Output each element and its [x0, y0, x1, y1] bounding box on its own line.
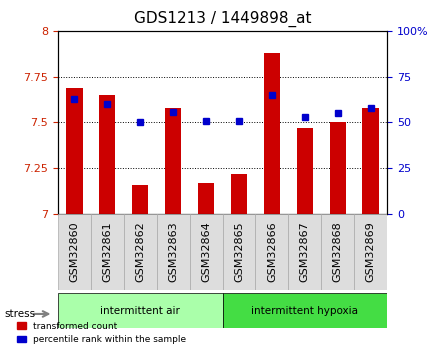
- Bar: [362, 108, 379, 214]
- FancyBboxPatch shape: [288, 214, 321, 290]
- Bar: [165, 108, 182, 214]
- FancyBboxPatch shape: [58, 293, 222, 328]
- Text: GSM32868: GSM32868: [333, 221, 343, 282]
- Text: intermittent hypoxia: intermittent hypoxia: [251, 306, 358, 315]
- FancyBboxPatch shape: [222, 293, 387, 328]
- Bar: [66, 88, 83, 214]
- Bar: [330, 122, 346, 214]
- Legend: transformed count, percentile rank within the sample: transformed count, percentile rank withi…: [13, 318, 190, 345]
- FancyBboxPatch shape: [255, 214, 288, 290]
- Text: GSM32866: GSM32866: [267, 221, 277, 282]
- Text: stress: stress: [4, 309, 36, 319]
- Text: GSM32863: GSM32863: [168, 221, 178, 282]
- FancyBboxPatch shape: [354, 214, 387, 290]
- Bar: [198, 183, 214, 214]
- FancyBboxPatch shape: [91, 214, 124, 290]
- Text: GDS1213 / 1449898_at: GDS1213 / 1449898_at: [134, 10, 311, 27]
- FancyBboxPatch shape: [58, 214, 91, 290]
- Text: GSM32865: GSM32865: [234, 221, 244, 282]
- FancyBboxPatch shape: [190, 214, 222, 290]
- Bar: [231, 174, 247, 214]
- FancyBboxPatch shape: [124, 214, 157, 290]
- Text: GSM32860: GSM32860: [69, 221, 79, 282]
- FancyBboxPatch shape: [222, 214, 255, 290]
- Bar: [296, 128, 313, 214]
- Text: intermittent air: intermittent air: [100, 306, 180, 315]
- Text: GSM32869: GSM32869: [366, 221, 376, 282]
- Bar: [99, 95, 116, 214]
- Text: GSM32862: GSM32862: [135, 221, 145, 282]
- FancyBboxPatch shape: [157, 214, 190, 290]
- Text: GSM32864: GSM32864: [201, 221, 211, 282]
- Text: GSM32861: GSM32861: [102, 221, 112, 282]
- Bar: [264, 53, 280, 214]
- Bar: [132, 185, 149, 214]
- FancyBboxPatch shape: [321, 214, 354, 290]
- Text: GSM32867: GSM32867: [300, 221, 310, 282]
